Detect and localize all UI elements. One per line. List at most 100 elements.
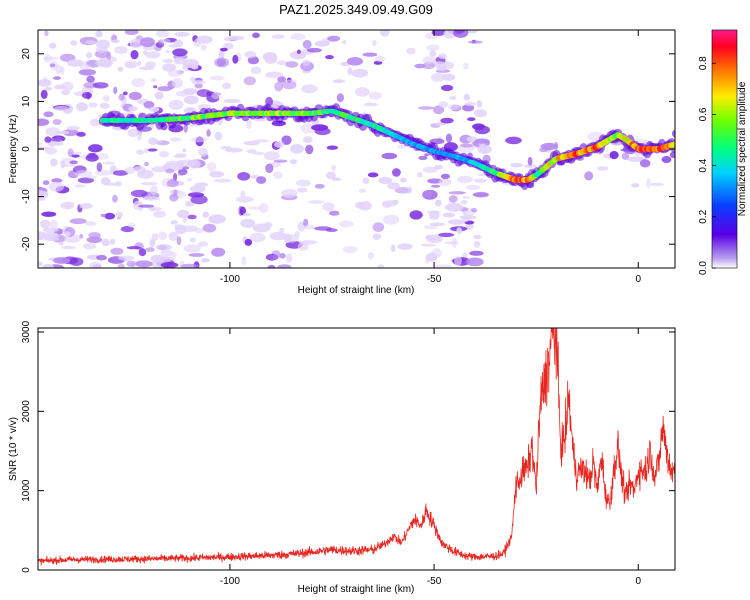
noise-speckle: [426, 44, 440, 51]
noise-speckle: [120, 226, 134, 233]
noise-speckle: [279, 227, 285, 233]
noise-speckle: [248, 206, 261, 210]
bottom-x-axis-label: Height of straight line (km): [298, 584, 415, 595]
noise-speckle: [430, 184, 441, 188]
noise-speckle: [391, 199, 399, 205]
noise-speckle: [150, 185, 158, 196]
noise-speckle: [190, 76, 196, 82]
noise-speckle: [151, 166, 168, 173]
noise-speckle: [301, 84, 318, 94]
bottom-y-tick-label: 2000: [21, 400, 32, 423]
noise-speckle: [85, 40, 97, 45]
noise-speckle: [127, 128, 139, 138]
noise-speckle: [102, 95, 110, 102]
noise-speckle: [51, 178, 63, 183]
noise-speckle: [149, 206, 156, 212]
noise-speckle: [445, 133, 452, 143]
noise-speckle: [42, 227, 59, 233]
noise-speckle: [465, 184, 481, 190]
noise-speckle: [155, 244, 172, 251]
noise-speckle: [76, 102, 88, 112]
snr-plot: [37, 327, 676, 571]
noise-speckle: [321, 40, 330, 47]
noise-speckle: [197, 241, 209, 247]
top-y-axis-label: Frequency (Hz): [8, 115, 19, 184]
noise-speckle: [325, 55, 334, 60]
noise-speckle: [187, 214, 197, 220]
noise-speckle: [477, 144, 492, 154]
top-y-tick-label: 10: [21, 95, 32, 107]
bottom-x-tick-label: -100: [220, 576, 240, 587]
noise-speckle: [327, 35, 341, 42]
noise-speckle: [473, 191, 489, 198]
noise-speckle: [669, 151, 675, 158]
noise-speckle: [76, 131, 86, 137]
noise-speckle: [302, 59, 311, 67]
noise-speckle: [144, 161, 149, 167]
noise-speckle: [138, 204, 155, 208]
noise-speckle: [269, 231, 288, 241]
noise-speckle: [372, 233, 382, 240]
noise-speckle: [78, 69, 97, 76]
noise-speckle: [38, 142, 44, 146]
noise-speckle: [160, 262, 179, 268]
noise-speckle: [441, 73, 456, 81]
bottom-y-axis-label: SNR (10 * v/v): [8, 417, 19, 481]
noise-speckle: [449, 95, 457, 101]
noise-speckle: [397, 144, 407, 149]
noise-speckle: [61, 245, 76, 250]
noise-speckle: [99, 102, 110, 109]
top-x-tick-label: 0: [635, 274, 641, 285]
noise-speckle: [110, 39, 120, 43]
noise-speckle: [48, 181, 65, 192]
noise-speckle: [79, 203, 93, 209]
noise-speckle: [88, 232, 101, 239]
noise-speckle: [142, 50, 148, 55]
noise-speckle: [422, 190, 433, 198]
noise-speckle: [444, 205, 451, 210]
noise-speckle: [400, 177, 407, 183]
noise-speckle: [168, 99, 184, 110]
noise-speckle: [322, 202, 335, 212]
noise-speckle: [453, 30, 469, 38]
noise-speckle: [56, 130, 70, 135]
noise-speckle: [136, 149, 145, 155]
noise-speckle: [183, 95, 199, 105]
noise-speckle: [448, 195, 458, 203]
noise-speckle: [153, 85, 158, 89]
noise-speckle: [627, 156, 646, 162]
noise-speckle: [140, 182, 158, 186]
noise-speckle: [265, 71, 283, 79]
noise-speckle: [88, 144, 103, 153]
noise-speckle: [182, 148, 187, 153]
noise-speckle: [422, 166, 438, 173]
noise-speckle: [460, 199, 468, 205]
noise-speckle: [387, 182, 401, 190]
noise-speckle: [138, 248, 147, 257]
noise-speckle: [374, 55, 386, 63]
noise-speckle: [183, 244, 201, 253]
noise-speckle: [169, 251, 177, 259]
noise-speckle: [223, 42, 234, 50]
noise-speckle: [70, 40, 78, 46]
noise-speckle: [200, 258, 210, 263]
noise-speckle: [50, 158, 58, 167]
ridge-track-layer: [98, 103, 675, 190]
noise-speckle: [326, 145, 339, 150]
noise-speckle: [281, 188, 298, 198]
noise-speckle: [166, 179, 179, 188]
noise-speckle: [303, 218, 309, 227]
noise-speckle: [639, 159, 651, 168]
noise-speckle: [209, 171, 225, 178]
noise-speckle: [118, 255, 135, 261]
noise-speckle: [58, 241, 64, 246]
noise-speckle: [42, 180, 50, 186]
noise-speckle: [115, 211, 124, 218]
noise-speckle: [267, 264, 276, 268]
noise-speckle: [433, 105, 445, 115]
noise-speckle: [264, 54, 278, 64]
noise-speckle: [92, 82, 109, 89]
noise-speckle: [214, 57, 230, 68]
noise-speckle: [180, 263, 199, 268]
noise-speckle: [474, 138, 490, 144]
